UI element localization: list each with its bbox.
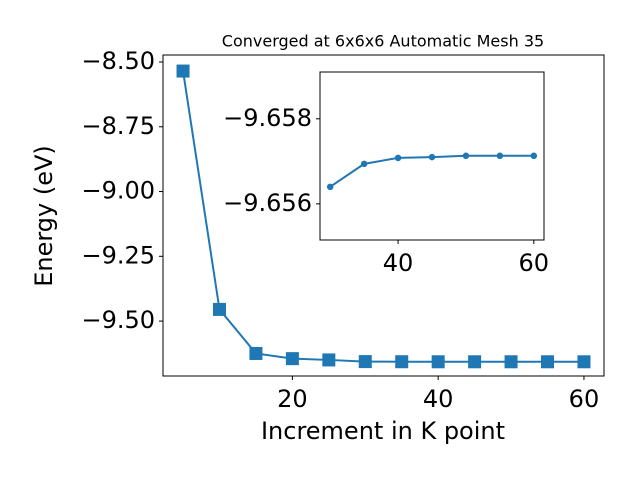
marker [428,153,436,161]
marker [395,355,409,369]
marker [541,355,555,369]
marker [176,64,190,78]
marker [530,152,538,160]
y-axis-label: Energy (eV) [30,145,58,287]
marker [462,152,470,160]
x-tick-label: 40 [423,385,454,413]
marker [358,355,372,369]
marker [431,355,445,369]
y-tick-label: −8.50 [81,47,155,75]
y-tick-label: −8.75 [81,112,155,140]
y-tick-label: −9.25 [81,241,155,269]
marker [394,154,402,162]
x-tick-label: 20 [277,385,308,413]
x-axis-label: Increment in K point [261,417,505,445]
marker [322,353,336,367]
marker [285,352,299,366]
y-tick-label: −9.50 [81,306,155,334]
marker [249,346,263,360]
y-tick-label: −9.656 [223,189,312,217]
marker [212,302,226,316]
marker [504,355,518,369]
marker [326,183,334,191]
marker [360,160,368,168]
x-tick-label: 60 [569,385,600,413]
marker [468,355,482,369]
marker [577,355,591,369]
x-tick-label: 40 [383,249,414,277]
x-tick-label: 60 [519,249,550,277]
y-tick-label: −9.658 [223,104,312,132]
chart-title: Converged at 6x6x6 Automatic Mesh 35 [222,32,544,51]
marker [496,152,504,160]
y-tick-label: −9.00 [81,177,155,205]
